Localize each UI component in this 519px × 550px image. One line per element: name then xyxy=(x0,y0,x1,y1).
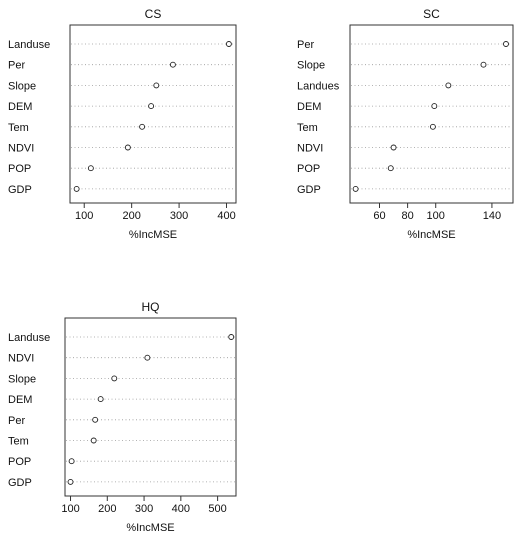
panel-title: HQ xyxy=(142,300,160,314)
x-tick-label: 400 xyxy=(217,210,235,222)
data-point xyxy=(97,396,104,403)
category-label: NDVI xyxy=(297,143,323,155)
plot-frame xyxy=(69,24,237,204)
panel-sc: SC Per Slope Landues DEM Tem NDVI POP GDP 60 80 100… xyxy=(297,7,514,241)
data-point xyxy=(169,61,176,68)
data-point xyxy=(390,144,397,151)
data-point xyxy=(503,41,509,47)
data-point xyxy=(73,185,80,192)
category-label: Slope xyxy=(8,373,36,385)
plot-frame xyxy=(349,24,514,204)
category-label: GDP xyxy=(8,184,32,196)
category-label: GDP xyxy=(8,477,32,489)
x-tick-label: 80 xyxy=(401,210,413,222)
category-label: DEM xyxy=(8,394,32,406)
data-point xyxy=(225,41,232,47)
category-label: POP xyxy=(8,163,31,175)
x-tick-label: 500 xyxy=(208,503,226,515)
data-point xyxy=(445,82,452,89)
category-label: NDVI xyxy=(8,143,34,155)
category-label: GDP xyxy=(297,184,321,196)
x-tick-label: 200 xyxy=(122,210,140,222)
data-point xyxy=(480,61,487,68)
data-point xyxy=(68,458,75,465)
x-axis-label: %IncMSE xyxy=(126,522,174,534)
data-point xyxy=(87,165,94,172)
data-point xyxy=(429,123,436,130)
x-tick-label: 300 xyxy=(135,503,153,515)
panel-title: SC xyxy=(423,7,440,21)
data-point xyxy=(124,144,131,151)
category-label: Tem xyxy=(8,122,29,134)
data-point xyxy=(67,478,74,485)
x-tick-label: 140 xyxy=(483,210,501,222)
data-point xyxy=(431,103,438,110)
category-label: Landuse xyxy=(8,332,50,344)
x-tick-label: 200 xyxy=(98,503,116,515)
category-label: POP xyxy=(297,163,320,175)
data-point xyxy=(228,334,235,340)
data-point xyxy=(352,185,359,192)
category-label: Landuse xyxy=(8,39,50,51)
category-label: Tem xyxy=(8,436,29,448)
data-point xyxy=(144,354,151,361)
category-label: Per xyxy=(8,60,25,72)
category-label: Tem xyxy=(297,122,318,134)
data-point xyxy=(387,165,394,172)
panel-cs: CS Landuse Per Slope DEM Tem NDVI POP GDP 100 200 3… xyxy=(8,7,237,241)
x-tick-label: 300 xyxy=(170,210,188,222)
x-tick-label: 400 xyxy=(172,503,190,515)
category-label: Slope xyxy=(8,80,36,92)
data-point xyxy=(139,123,146,130)
x-tick-label: 60 xyxy=(373,210,385,222)
x-tick-label: 100 xyxy=(427,210,445,222)
data-point xyxy=(90,437,97,444)
category-label: DEM xyxy=(297,101,321,113)
category-label: DEM xyxy=(8,101,32,113)
x-tick-label: 100 xyxy=(61,503,79,515)
data-point xyxy=(148,103,155,110)
category-label: POP xyxy=(8,456,31,468)
x-tick-label: 100 xyxy=(75,210,93,222)
category-label: Per xyxy=(297,39,314,51)
plot-frame xyxy=(64,317,237,497)
panel-title: CS xyxy=(145,7,162,21)
x-axis-label: %IncMSE xyxy=(129,229,177,241)
x-axis-label: %IncMSE xyxy=(407,229,455,241)
data-point xyxy=(153,82,160,89)
category-label: Slope xyxy=(297,60,325,72)
category-label: NDVI xyxy=(8,353,34,365)
category-label: Per xyxy=(8,415,25,427)
panel-hq: HQ Landuse NDVI Slope DEM Per Tem POP GDP 100 200 3… xyxy=(8,300,237,534)
category-label: Landues xyxy=(297,80,340,92)
data-point xyxy=(92,416,99,423)
data-point xyxy=(111,375,118,382)
